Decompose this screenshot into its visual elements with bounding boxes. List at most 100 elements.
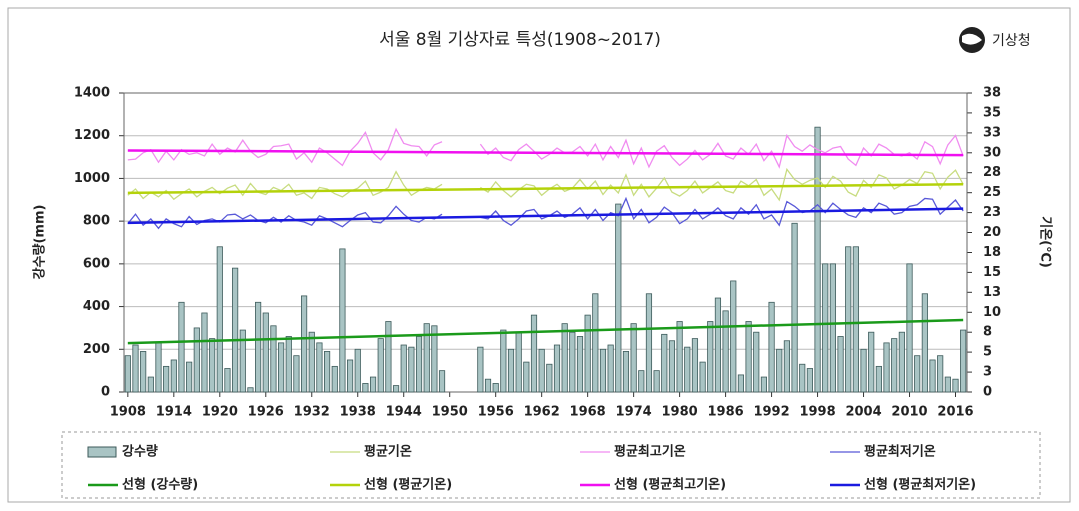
bar (354, 348, 361, 393)
bar (278, 342, 285, 393)
bar (285, 336, 292, 393)
y2-tick-label: 33 (983, 125, 1001, 140)
y2-tick-label: 28 (983, 165, 1001, 180)
bar (937, 355, 944, 393)
x-tick-label: 1962 (524, 405, 560, 420)
legend-label: 선형 (평균기온) (364, 477, 452, 493)
bar (822, 263, 829, 393)
trend-line (127, 318, 964, 345)
x-tick-label: 1986 (708, 405, 744, 420)
bar (561, 323, 568, 393)
legend-label: 선형 (강수량) (122, 477, 198, 493)
bar (301, 295, 308, 393)
y-tick-label: 600 (83, 256, 110, 271)
bar (814, 126, 821, 393)
bar (921, 293, 928, 393)
bar (515, 331, 522, 393)
bar (232, 267, 239, 393)
trend-line (127, 149, 964, 157)
bar (423, 323, 430, 393)
trend-line (127, 207, 964, 225)
bar (707, 321, 714, 393)
legend-box (61, 431, 1041, 499)
bar (193, 327, 200, 393)
y2-tick-label: 30 (983, 145, 1001, 160)
x-tick-label: 1950 (432, 405, 468, 420)
bar (684, 346, 691, 393)
bar (216, 246, 223, 393)
bar (860, 348, 867, 393)
bar (324, 351, 331, 393)
bar (914, 355, 921, 393)
x-tick-label: 2004 (845, 405, 881, 420)
bar (952, 378, 959, 393)
bar (186, 361, 193, 393)
bar (415, 336, 423, 393)
y2-tick-label: 13 (983, 285, 1001, 300)
y2-tick-label: 8 (983, 325, 992, 340)
y-tick-label: 1000 (74, 171, 110, 186)
bar (829, 263, 836, 393)
bar (699, 361, 706, 393)
frame (7, 7, 1071, 503)
bar (385, 321, 392, 393)
bar (209, 338, 216, 393)
y2-tick-label: 23 (983, 205, 1001, 220)
x-tick-label: 2010 (891, 405, 927, 420)
legend-swatch (87, 446, 117, 458)
bar (362, 383, 369, 393)
y2-tick-label: 18 (983, 245, 1001, 260)
x-tick-label: 1944 (386, 405, 422, 420)
bar (224, 368, 231, 393)
bar (668, 340, 676, 393)
bar (538, 348, 545, 393)
bar (163, 365, 170, 393)
legend-label: 강수량 (122, 444, 158, 460)
bar (607, 344, 614, 393)
bar (638, 370, 645, 393)
bar (546, 363, 553, 393)
bar (346, 359, 354, 393)
y-tick-label: 200 (83, 342, 110, 357)
bar (714, 297, 722, 393)
bar (392, 385, 400, 393)
bar (408, 346, 415, 393)
bar (768, 301, 775, 393)
bar (507, 348, 515, 393)
bar (584, 314, 591, 393)
bar (645, 293, 653, 393)
bar (791, 222, 798, 393)
y-tick-label: 0 (101, 385, 110, 400)
bar (377, 338, 384, 393)
y-tick-label: 400 (83, 299, 110, 314)
y2-tick-label: 3 (983, 365, 992, 380)
bar (492, 383, 499, 393)
bar (178, 301, 185, 393)
x-tick-label: 2016 (937, 405, 973, 420)
plot-border (123, 92, 968, 393)
brand: 기상청 (992, 33, 1031, 49)
bar (898, 331, 905, 393)
bar (630, 323, 637, 393)
bar (622, 351, 630, 393)
bar (960, 329, 967, 393)
x-tick-label: 1926 (248, 405, 284, 420)
y-axis-label: 강수량(mm) (32, 205, 48, 280)
bar (760, 376, 767, 393)
bar (523, 361, 530, 393)
y2-tick-label: 38 (983, 86, 1001, 101)
bar (944, 376, 951, 393)
x-tick-label: 1956 (478, 405, 514, 420)
x-tick-label: 1980 (662, 405, 698, 420)
bar (599, 348, 607, 393)
legend-label: 선형 (평균최고기온) (614, 477, 726, 493)
bar (799, 363, 806, 393)
legend-label: 평균기온 (364, 444, 412, 460)
bar (576, 336, 584, 393)
y2-axis-label: 기온(℃) (1038, 216, 1053, 268)
x-tick-label: 1938 (340, 405, 376, 420)
bar (438, 370, 446, 393)
bar (308, 331, 315, 393)
bar (247, 387, 254, 393)
bar (553, 344, 561, 393)
